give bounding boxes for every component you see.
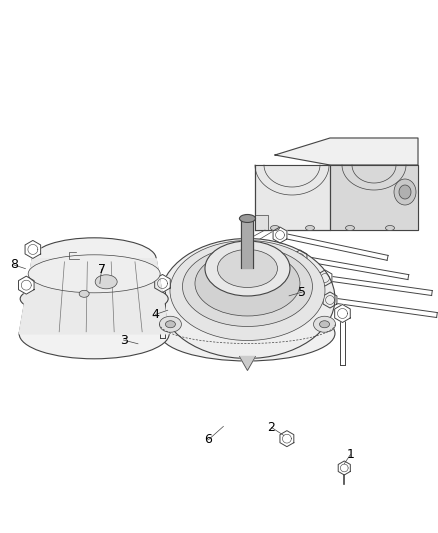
Ellipse shape <box>28 255 160 293</box>
Ellipse shape <box>195 251 300 316</box>
Ellipse shape <box>170 240 325 341</box>
Polygon shape <box>155 274 170 293</box>
Text: 6: 6 <box>205 433 212 446</box>
Ellipse shape <box>314 316 336 332</box>
Ellipse shape <box>159 316 181 332</box>
Polygon shape <box>18 276 34 294</box>
Polygon shape <box>338 461 350 475</box>
Polygon shape <box>280 431 294 447</box>
Text: 8: 8 <box>10 259 18 271</box>
Text: 3: 3 <box>120 334 127 346</box>
Ellipse shape <box>160 238 335 359</box>
Polygon shape <box>323 292 337 308</box>
Ellipse shape <box>385 225 395 230</box>
Ellipse shape <box>79 290 89 297</box>
Ellipse shape <box>95 275 117 289</box>
Polygon shape <box>255 165 330 230</box>
Text: 4: 4 <box>152 308 159 321</box>
Ellipse shape <box>19 309 169 359</box>
Text: 2: 2 <box>268 421 276 434</box>
Ellipse shape <box>320 321 329 328</box>
Ellipse shape <box>305 225 314 230</box>
Text: 5: 5 <box>298 286 306 298</box>
Polygon shape <box>318 270 332 286</box>
Ellipse shape <box>399 185 411 199</box>
Polygon shape <box>255 215 268 230</box>
Polygon shape <box>25 240 41 259</box>
Polygon shape <box>275 138 418 165</box>
Polygon shape <box>19 259 169 334</box>
Ellipse shape <box>166 321 175 328</box>
Ellipse shape <box>160 306 335 361</box>
Polygon shape <box>240 357 255 370</box>
Ellipse shape <box>271 225 279 230</box>
Polygon shape <box>330 165 418 230</box>
Text: 7: 7 <box>98 263 106 276</box>
Polygon shape <box>293 250 307 266</box>
Text: 1: 1 <box>346 448 354 461</box>
Polygon shape <box>273 227 287 243</box>
Ellipse shape <box>205 241 290 296</box>
Ellipse shape <box>32 238 156 280</box>
Ellipse shape <box>183 246 312 327</box>
Ellipse shape <box>240 214 255 222</box>
Ellipse shape <box>346 225 354 230</box>
Polygon shape <box>335 304 350 322</box>
Ellipse shape <box>20 281 168 316</box>
Ellipse shape <box>394 179 416 205</box>
Ellipse shape <box>218 249 277 287</box>
